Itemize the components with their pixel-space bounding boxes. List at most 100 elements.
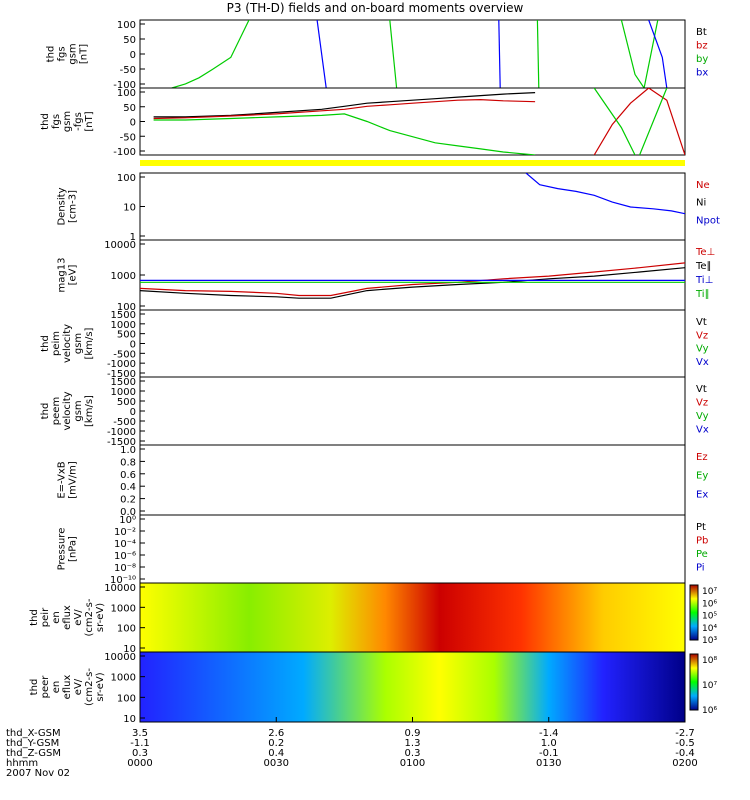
fgs-ytick-label: 50 [123, 35, 136, 46]
legend-pressure-0: Pt [696, 522, 706, 533]
series-fgs2-bz-3 [593, 88, 685, 155]
legend-efield-2: Ex [696, 489, 708, 500]
series-fgs-bx-6 [648, 20, 668, 88]
peer-colorbar-tick: 10⁷ [702, 681, 717, 691]
legend-fgs-0: Bt [696, 27, 707, 38]
legend-pressure-3: Pi [696, 563, 705, 574]
peim_velocity-ylabel: peim [51, 331, 62, 356]
peir-colorbar-tick: 10⁴ [702, 624, 717, 634]
temperature-ylabel: mag13 [57, 258, 68, 293]
xaxis-tick-value: -0.1 [539, 748, 559, 759]
peer-ylabel: (cm2-s- [84, 668, 95, 706]
legend-fgs-1: bz [696, 41, 708, 52]
fgs2-ytick-label: 100 [117, 88, 136, 99]
xaxis-tick-value: -2.7 [675, 728, 695, 739]
xaxis-tick-value: -1.4 [539, 728, 559, 739]
fgs2-ytick-label: 0 [130, 118, 136, 129]
efield-ytick-label: 0.2 [120, 495, 136, 506]
fgs-ylabel: thd [46, 46, 57, 63]
peer-ylabel: en [51, 681, 62, 694]
xaxis-tick-value: 0200 [672, 758, 697, 769]
fgs2-ylabel: -fgs [73, 112, 84, 131]
xaxis-tick-value: 0130 [536, 758, 561, 769]
peir-ytick-label: 10000 [104, 583, 136, 594]
xaxis-row-label: thd_Z-GSM [6, 748, 61, 759]
legend-pressure-1: Pb [696, 536, 708, 547]
peir-ytick-label: 100 [117, 624, 136, 635]
xaxis-row-label: thd_X-GSM [6, 728, 61, 739]
pressure-ytick-label: 10⁻² [114, 527, 136, 538]
series-fgs-by-2 [389, 20, 398, 88]
density-ytick-label: 1 [130, 232, 136, 243]
fgs-ytick-label: -100 [113, 80, 136, 91]
xaxis-tick-value: 0.3 [132, 748, 148, 759]
peer-ylabel: peer [40, 675, 51, 699]
peer-ylabel: eflux [62, 675, 73, 700]
pressure-ytick-label: 10⁻⁸ [114, 563, 136, 574]
peim_velocity-ytick-label: -1000 [107, 359, 136, 370]
legend-peem_velocity-2: Vy [696, 411, 709, 422]
peir-heatmap [140, 583, 685, 652]
xaxis-tick-value: 2.6 [268, 728, 284, 739]
fgs2-ylabel: fgs [51, 114, 62, 129]
legend-temperature-1: Te∥ [695, 261, 712, 272]
peer-ytick-label: 100 [117, 693, 136, 704]
pressure-ylabel: [nPa] [68, 536, 79, 562]
fgs-ylabel: gsm [68, 43, 79, 64]
legend-peim_velocity-2: Vy [696, 344, 709, 355]
peir-ylabel: thd [29, 609, 40, 626]
peir-colorbar-tick: 10⁷ [702, 587, 717, 597]
legend-temperature-2: Ti⊥ [695, 275, 713, 286]
series-fgs2-bz-1 [153, 98, 536, 120]
panel-fgs: 100 50 0 -50 -100 thd fgs gsm [nT] Bt bz by bx [46, 19, 708, 91]
fgs2-ylabel: gsm [62, 111, 73, 132]
xaxis-tick-value: 0000 [127, 758, 152, 769]
panel-peir: 10⁷ 10⁶ 10⁵ 10⁴ 10³ 10000 1000 100 10 thd peir en ef… [29, 582, 717, 655]
panel-peer: 10⁸ 10⁷ 10⁶ 10000 1000 100 10 thd peer en eflux eV/… [29, 651, 717, 725]
peir-colorbar-tick: 10⁶ [702, 599, 717, 609]
series-fgs-by-0 [171, 20, 250, 88]
xaxis-tick-value: 0.2 [268, 738, 284, 749]
peem_velocity-ylabel: gsm [73, 400, 84, 421]
efield-frame [139, 444, 686, 516]
peem_velocity-ytick-label: 500 [117, 397, 136, 408]
peir-colorbar [689, 584, 699, 641]
peir-ylabel: peir [40, 607, 51, 627]
pressure-ytick-label: 10⁻¹⁰ [110, 575, 136, 586]
xaxis-row-label: 2007 Nov 02 [6, 768, 70, 779]
peer-ylabel: sr-eV) [95, 672, 106, 701]
legend-fgs-3: bx [696, 68, 708, 79]
xaxis-tick-value: 1.0 [541, 738, 557, 749]
legend-peem_velocity-0: Vt [696, 384, 707, 395]
figure-title: P3 (TH-D) fields and on-board moments ov… [226, 1, 524, 15]
peir-ytick-label: 10 [123, 644, 136, 655]
xaxis-row-label: thd_Y-GSM [6, 738, 59, 749]
peer-ytick-label: 1000 [111, 673, 136, 684]
fgs2-ylabel: thd [40, 113, 51, 130]
legend-pressure-2: Pe [696, 549, 708, 560]
xaxis-tick-value: -0.5 [675, 738, 695, 749]
legend-peem_velocity-1: Vz [696, 398, 708, 409]
fgs2-frame [139, 87, 686, 156]
xaxis-tick-value: 0100 [400, 758, 425, 769]
legend-peim_velocity-1: Vz [696, 330, 708, 341]
peem_velocity-ylabel: thd [40, 403, 51, 420]
peer-ytick-label: 10 [123, 714, 136, 725]
peir-ylabel: eV/ [73, 609, 84, 626]
series-fgs-by-5 [620, 20, 659, 88]
legend-efield-0: Ez [696, 452, 708, 463]
peer-ylabel: eV/ [73, 678, 84, 695]
peir-ytick-label: 1000 [111, 603, 136, 614]
peim_velocity-ytick-label: -500 [113, 349, 136, 360]
series-fgs2-Bt-0 [153, 92, 536, 118]
efield-ytick-label: 0.0 [120, 507, 136, 518]
density-ylabel: [cm-3] [68, 190, 79, 223]
peer-colorbar-tick: 10⁶ [702, 706, 717, 716]
peim_velocity-ytick-label: 1500 [111, 310, 136, 321]
peim_velocity-ylabel: thd [40, 335, 51, 352]
peer-ytick-label: 10000 [104, 652, 136, 663]
fgs-ylabel: [nT] [79, 44, 90, 64]
density-ylabel: Density [57, 187, 68, 225]
